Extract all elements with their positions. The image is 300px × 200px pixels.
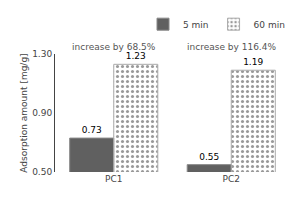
svg-text:0.55: 0.55 — [199, 152, 219, 162]
svg-text:0.50: 0.50 — [32, 167, 52, 177]
svg-text:1.23: 1.23 — [126, 51, 146, 61]
svg-text:5 min: 5 min — [183, 20, 209, 30]
svg-text:60 min: 60 min — [254, 20, 285, 30]
svg-text:0.73: 0.73 — [82, 125, 102, 135]
svg-text:Adsorption amount [mg/g]: Adsorption amount [mg/g] — [19, 53, 29, 172]
svg-text:increase by 116.4%: increase by 116.4% — [187, 42, 276, 52]
svg-text:0.90: 0.90 — [32, 108, 52, 118]
svg-text:PC2: PC2 — [223, 174, 240, 184]
svg-text:increase by 68.5%: increase by 68.5% — [72, 42, 156, 52]
svg-text:PC1: PC1 — [105, 174, 122, 184]
svg-text:1.30: 1.30 — [32, 49, 52, 59]
svg-text:1.19: 1.19 — [243, 57, 263, 67]
